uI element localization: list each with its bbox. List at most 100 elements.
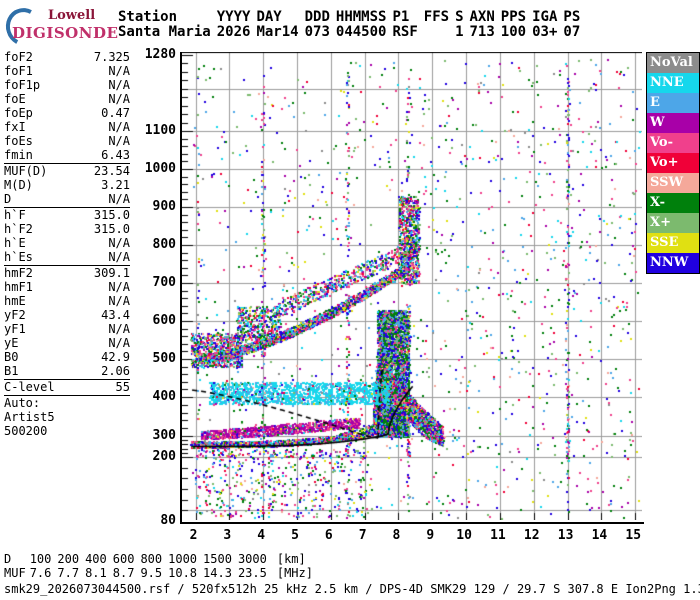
muf-distance-1: 200 [57,552,80,566]
header-val-2: Mar14 [256,24,299,40]
param-row: hmE N/A [4,294,130,308]
param-row: C-level 55 [4,380,130,394]
param-value: N/A [108,92,130,106]
param-key: MUF(D) [4,164,48,178]
x-tick-7: 7 [358,528,367,543]
legend-item-nne[interactable]: NNE [647,73,699,93]
param-row: yF1 N/A [4,322,130,336]
legend-item-e[interactable]: E [647,93,699,113]
param-row: foEs N/A [4,134,130,148]
param-value: 55 [115,380,130,394]
muf-distance-4: 800 [140,552,163,566]
header-column-row: Station YYYY DAY DDD HHMMSS P1 FFS S AXN PPS IGA PS [118,10,586,25]
ionogram-plot[interactable] [180,52,644,524]
param-row: B1 2.06 [4,364,130,378]
x-axis-labels: 2 3 4 5 6 7 8 9 10 11 12 13 14 15 [150,528,670,548]
param-row: foF1 N/A [4,64,130,78]
param-value: 43.4 [101,308,130,322]
param-key: h`F [4,208,26,222]
muf-distance-row: D 100 200 400 600 800 1000 1500 3000 [km] [4,552,313,566]
param-row: h`E N/A [4,236,130,250]
x-tick-14: 14 [591,528,608,543]
header-val-6 [424,25,455,40]
legend-item-x-[interactable]: X- [647,193,699,213]
legend-item-w[interactable]: W [647,113,699,133]
param-row: hmF2 309.1 [4,266,130,280]
muf-table: D 100 200 400 600 800 1000 1500 3000 [km] MUF 7.6 7… [4,552,313,580]
muf-distance-5: 1000 [168,552,198,566]
logo-digisonde-text: DIGISONDE [12,24,119,42]
parameter-panel: foF2 7.325 foF1 N/A foF1p N/A foE N/A foEp 0.47 fx… [4,50,130,438]
param-key: B0 [4,350,19,364]
header-col-11: PS [563,9,581,25]
param-key: h`E [4,236,26,250]
legend-item-vo-[interactable]: Vo+ [647,153,699,173]
muf-value-5: 10.8 [168,566,198,580]
autoscaler-line: Auto: [4,396,41,410]
param-row: foE N/A [4,92,130,106]
x-tick-4: 4 [257,528,266,543]
param-row: fxI N/A [4,120,130,134]
muf-row-label: MUF [4,566,26,580]
muf-value-6: 14.3 [203,566,232,580]
muf-distance-6: 1500 [203,552,232,566]
x-tick-3: 3 [223,528,232,543]
station-header: Station YYYY DAY DDD HHMMSS P1 FFS S AXN PPS IGA PS… [118,10,586,40]
muf-value-0: 7.6 [29,566,52,580]
autoscaler-line: 500200 [4,424,48,438]
y-tick-1280: 1280 [144,47,176,62]
param-row: foF1p N/A [4,78,130,92]
param-row: M(D) 3.21 [4,178,130,192]
legend-item-ssw[interactable]: SSW [647,173,699,193]
param-key: yF2 [4,308,26,322]
ionogram-canvas[interactable] [182,52,642,520]
param-key: hmE [4,294,26,308]
param-key: hmF1 [4,280,33,294]
y-tick-300: 300 [152,428,176,443]
param-row: yE N/A [4,336,130,350]
y-tick-400: 400 [152,389,176,404]
param-value: N/A [108,78,130,92]
muf-value-row: MUF 7.6 7.7 8.1 8.7 9.5 10.8 14.3 23.5 [MHz] [4,566,313,580]
param-row: hmF1 N/A [4,280,130,294]
param-group-muf: MUF(D) 23.54 M(D) 3.21 D N/A [4,164,130,208]
y-tick-700: 700 [152,275,176,290]
param-key: foE [4,92,26,106]
header-val-0: Santa Maria [118,24,211,40]
muf-value-3: 8.7 [112,566,135,580]
param-value: N/A [108,294,130,308]
param-group-frequencies: foF2 7.325 foF1 N/A foF1p N/A foE N/A foEp 0.47 fx… [4,50,130,164]
param-key: fxI [4,120,26,134]
muf-value-unit: [MHz] [276,566,313,580]
param-key: foF1p [4,78,41,92]
legend-item-noval[interactable]: NoVal [647,53,699,73]
muf-row-label: D [4,552,12,566]
param-key: M(D) [4,178,33,192]
param-value: 315.0 [93,222,130,236]
param-row: foF2 7.325 [4,50,130,64]
muf-value-4: 9.5 [140,566,163,580]
legend-item-vo-[interactable]: Vo- [647,133,699,153]
header-value-row: Santa Maria 2026 Mar14 073 044500 RSF 1 713 100 0… [118,25,586,40]
legend-item-nnw[interactable]: NNW [647,253,699,273]
muf-value-1: 7.7 [57,566,80,580]
x-tick-10: 10 [456,528,472,543]
legend-item-x-[interactable]: X+ [647,213,699,233]
param-value: 2.06 [101,364,130,378]
y-tick-800: 800 [152,237,176,252]
x-tick-9: 9 [426,528,435,543]
param-value: 3.21 [101,178,130,192]
param-row: h`F 315.0 [4,208,130,222]
param-value: 6.43 [101,148,130,162]
muf-value-2: 8.1 [85,566,107,580]
header-val-9: 100 [500,24,527,40]
param-key: hmF2 [4,266,33,280]
header-col-1: YYYY [216,9,251,25]
param-key: yE [4,336,19,350]
y-tick-900: 900 [152,199,176,214]
y-axis-labels: 80 200 300 400 500 600 700 800 900 1000 1100 1280 [140,44,176,530]
direction-legend[interactable]: NoVal NNE E W Vo- Vo+ SSW X- X+ SSE NNW [646,52,700,274]
legend-item-sse[interactable]: SSE [647,233,699,253]
param-key: D [4,192,12,206]
header-val-8: 713 [469,24,495,40]
